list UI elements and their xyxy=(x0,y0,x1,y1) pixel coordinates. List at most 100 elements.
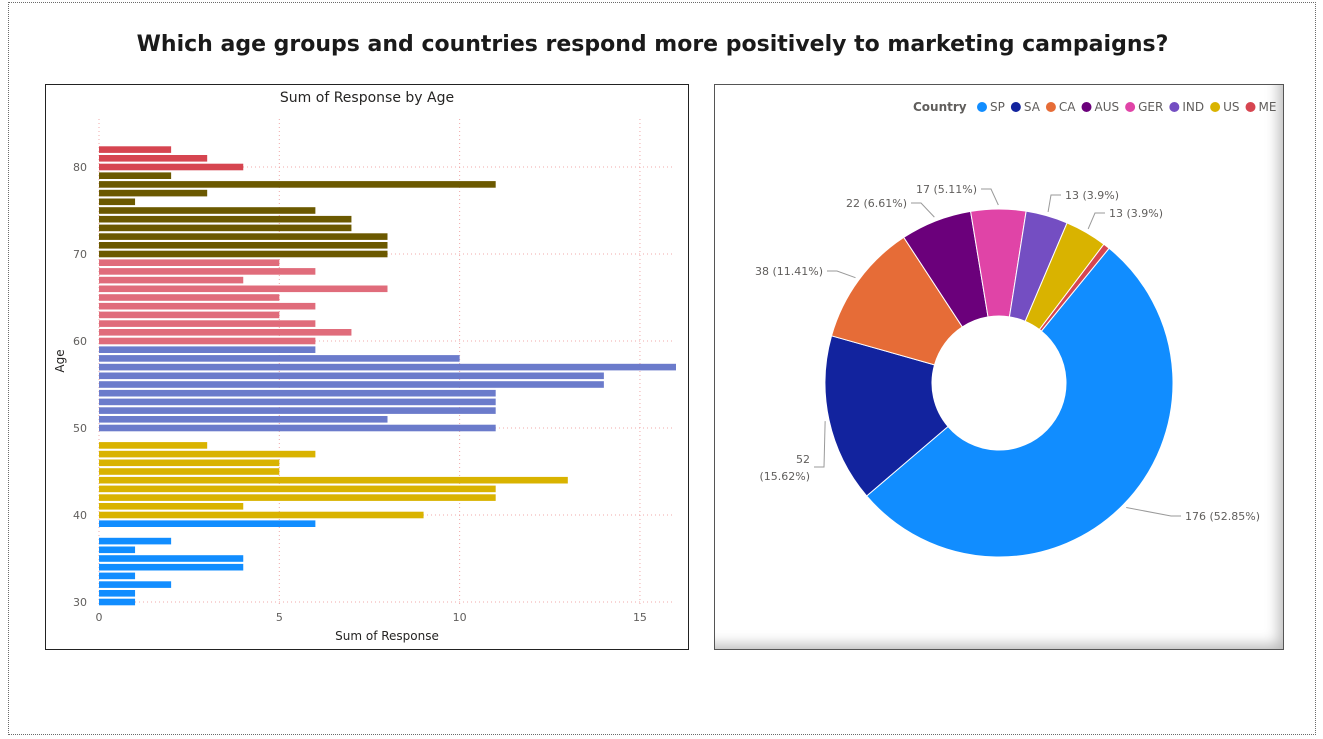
bar-age-46 xyxy=(99,459,280,467)
bar-age-78 xyxy=(99,181,496,188)
bar-age-68 xyxy=(99,268,316,275)
bar-age-67 xyxy=(99,276,244,284)
bar-age-64 xyxy=(99,302,316,310)
donut-leader-line xyxy=(1047,194,1061,212)
legend-marker-ger xyxy=(1125,102,1136,112)
legend-label-ger: GER xyxy=(1138,100,1163,114)
bar-age-61 xyxy=(99,329,352,336)
bar-age-66 xyxy=(99,285,388,293)
donut-chart: 176 (52.85%) 52 (15.62%) 38 (11.41%) 22 (6.6… xyxy=(755,100,1277,558)
bar-age-69 xyxy=(99,259,280,266)
legend-label-ca: CA xyxy=(1059,100,1076,114)
y-tick-label: 40 xyxy=(73,509,87,522)
bar-age-81 xyxy=(99,155,208,162)
x-tick-label: 10 xyxy=(453,611,467,624)
donut-leader-line xyxy=(827,270,856,279)
legend-marker-aus xyxy=(1081,102,1092,112)
y-axis-title: Age xyxy=(53,349,67,372)
bar-age-58 xyxy=(99,355,460,362)
bar-age-35 xyxy=(99,555,244,562)
legend-label-aus: AUS xyxy=(1095,100,1120,114)
bar-age-79 xyxy=(99,172,172,179)
bar-age-82 xyxy=(99,146,172,153)
bar-age-71 xyxy=(99,242,388,249)
x-tick-label: 15 xyxy=(633,611,647,624)
bar-age-65 xyxy=(99,294,280,301)
report-canvas xyxy=(8,2,1316,735)
legend-title: Country xyxy=(913,100,967,114)
legend-label-ind: IND xyxy=(1182,100,1204,114)
bar-age-53 xyxy=(99,398,496,406)
bar-age-47 xyxy=(99,450,316,458)
bar-age-80 xyxy=(99,163,244,171)
donut-leader-line xyxy=(981,188,999,206)
legend-marker-us xyxy=(1210,102,1221,112)
bar-age-40 xyxy=(99,511,424,519)
bar-age-70 xyxy=(99,250,388,258)
bar-age-77 xyxy=(99,189,208,197)
donut-leader-line xyxy=(1087,212,1105,230)
donut-chart-panel[interactable]: 176 (52.85%) 52 (15.62%) 38 (11.41%) 22 (6.6… xyxy=(714,84,1284,650)
donut-data-label-ca: 38 (11.41%) xyxy=(755,265,823,278)
legend-marker-ind xyxy=(1169,102,1180,112)
x-tick-label: 0 xyxy=(96,611,103,624)
bar-age-76 xyxy=(99,198,136,206)
donut-slice-me xyxy=(1038,243,1110,332)
legend-label-us: US xyxy=(1223,100,1239,114)
legend-marker-sp xyxy=(977,102,987,112)
bar-age-39 xyxy=(99,520,316,527)
x-axis-title: Sum of Response xyxy=(335,629,439,643)
donut-data-label-sp: 176 (52.85%) xyxy=(1185,510,1260,523)
bar-age-60 xyxy=(99,337,316,345)
y-tick-label: 50 xyxy=(73,422,87,435)
bar-age-42 xyxy=(99,494,496,501)
bar-age-75 xyxy=(99,207,316,214)
legend-label-me: ME xyxy=(1259,100,1277,114)
bar-age-41 xyxy=(99,503,244,510)
donut-data-label-us: 13 (3.9%) xyxy=(1109,207,1163,220)
y-tick-label: 30 xyxy=(73,596,87,609)
bar-age-59 xyxy=(99,346,316,353)
y-tick-label: 60 xyxy=(73,335,87,348)
x-tick-label: 5 xyxy=(276,611,283,624)
y-tick-label: 70 xyxy=(73,248,87,261)
legend-marker-me xyxy=(1245,102,1256,112)
donut-leader-line xyxy=(911,202,935,218)
bar-age-31 xyxy=(99,590,136,597)
bar-age-73 xyxy=(99,224,352,232)
bar-age-30 xyxy=(99,598,136,606)
donut-data-label-aus: 22 (6.61%) xyxy=(846,197,907,210)
bar-age-34 xyxy=(99,563,244,571)
legend-marker-ca xyxy=(1045,102,1056,112)
legend-label-sp: SP xyxy=(990,100,1005,114)
bar-chart: Sum of Response by Age 0 5 10 15 30 40 50 60 70 80… xyxy=(53,90,676,643)
bar-age-45 xyxy=(99,468,280,475)
donut-data-label-ger: 17 (5.11%) xyxy=(916,183,977,196)
bar-age-57 xyxy=(99,363,676,371)
bar-chart-panel[interactable]: Sum of Response by Age 0 5 10 15 30 40 50 60 70 80… xyxy=(45,84,689,650)
bar-age-63 xyxy=(99,311,280,319)
bar-age-52 xyxy=(99,407,496,414)
bar-age-50 xyxy=(99,424,496,432)
bar-age-51 xyxy=(99,416,388,423)
donut-leader-line xyxy=(1126,507,1181,517)
bar-age-56 xyxy=(99,372,604,380)
bar-age-37 xyxy=(99,537,172,545)
donut-slice-sp xyxy=(865,247,1174,558)
donut-leader-line xyxy=(814,421,826,468)
bar-age-72 xyxy=(99,233,388,240)
bar-age-36 xyxy=(99,546,136,554)
bar-age-48 xyxy=(99,442,208,449)
legend-label-sa: SA xyxy=(1024,100,1041,114)
legend-marker-sa xyxy=(1010,102,1021,112)
bar-age-62 xyxy=(99,320,316,327)
bar-age-33 xyxy=(99,572,136,580)
y-tick-label: 80 xyxy=(73,161,87,174)
bar-age-54 xyxy=(99,389,496,397)
bar-chart-title: Sum of Response by Age xyxy=(280,90,454,106)
donut-slice-sa xyxy=(824,335,949,497)
donut-data-label-ind: 13 (3.9%) xyxy=(1065,189,1119,202)
bar-age-32 xyxy=(99,581,172,588)
bar-age-55 xyxy=(99,381,604,388)
bar-age-44 xyxy=(99,476,568,484)
